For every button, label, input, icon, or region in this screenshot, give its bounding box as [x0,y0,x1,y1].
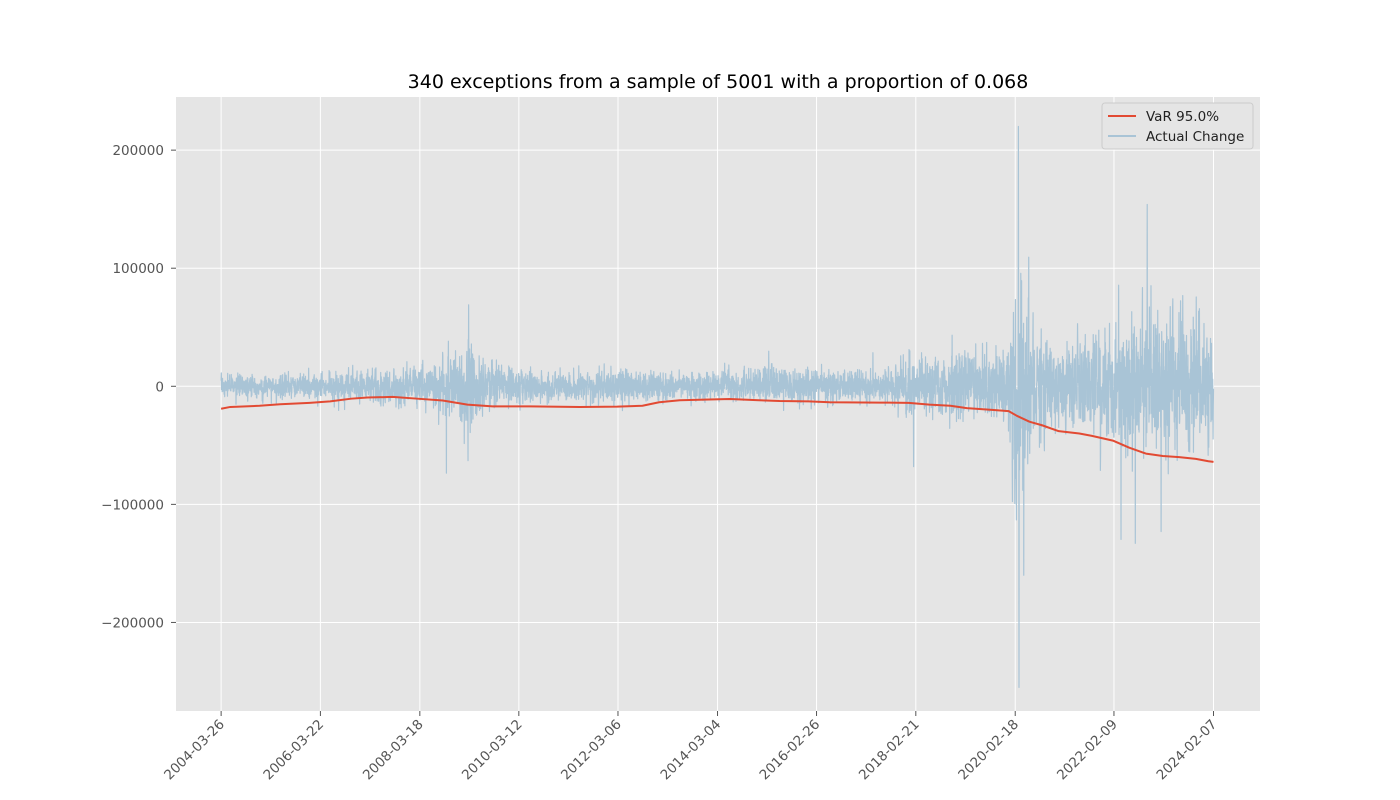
y-tick-label: 200000 [112,143,164,159]
actual-change-series [220,125,1215,688]
legend-label: VaR 95.0% [1146,109,1219,125]
legend-label: Actual Change [1146,129,1244,145]
legend: VaR 95.0% Actual Change [1101,102,1254,150]
y-tick-label: −200000 [101,615,164,631]
actual-change-line [220,125,1215,688]
legend-box [1101,102,1254,150]
chart-title: 340 exceptions from a sample of 5001 wit… [408,71,1029,93]
var-series [220,395,1214,463]
y-tick-label: −100000 [101,497,164,513]
y-tick-label: 100000 [112,261,164,277]
var-line [220,395,1214,463]
y-tick-label: 0 [155,379,164,395]
